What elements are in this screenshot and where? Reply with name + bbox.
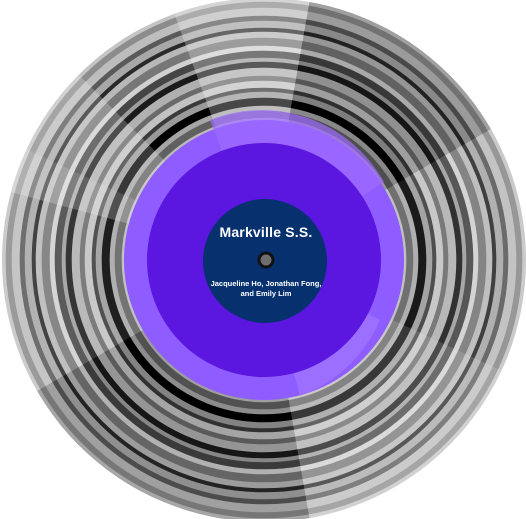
groove-ring	[11, 7, 517, 513]
groove-ring	[109, 105, 419, 415]
groove-ring	[84, 80, 444, 440]
groove-ring	[101, 97, 427, 423]
school-name: Markville S.S.	[219, 224, 313, 240]
sheen-wedge	[264, 110, 526, 387]
groove-ring	[35, 31, 493, 489]
groove-ring	[61, 57, 467, 463]
groove-ring	[54, 50, 474, 470]
groove-ring	[19, 15, 509, 505]
groove-ring	[71, 67, 457, 453]
groove-ring	[49, 45, 479, 475]
sheen-wedge	[161, 0, 317, 260]
groove-ring	[5, 1, 523, 519]
groove-ring	[65, 61, 463, 459]
groove-ring	[91, 87, 437, 433]
groove-ring	[79, 75, 449, 445]
sheen-wedge	[2, 133, 264, 410]
groove-ring	[24, 20, 504, 500]
spindle-hole	[260, 254, 272, 266]
groove-ring	[31, 27, 497, 493]
groove-ring	[95, 91, 433, 429]
groove-ring	[41, 37, 487, 483]
author-credits: Jacqueline Ho, Jonathan Fong, and Emily …	[210, 279, 322, 298]
